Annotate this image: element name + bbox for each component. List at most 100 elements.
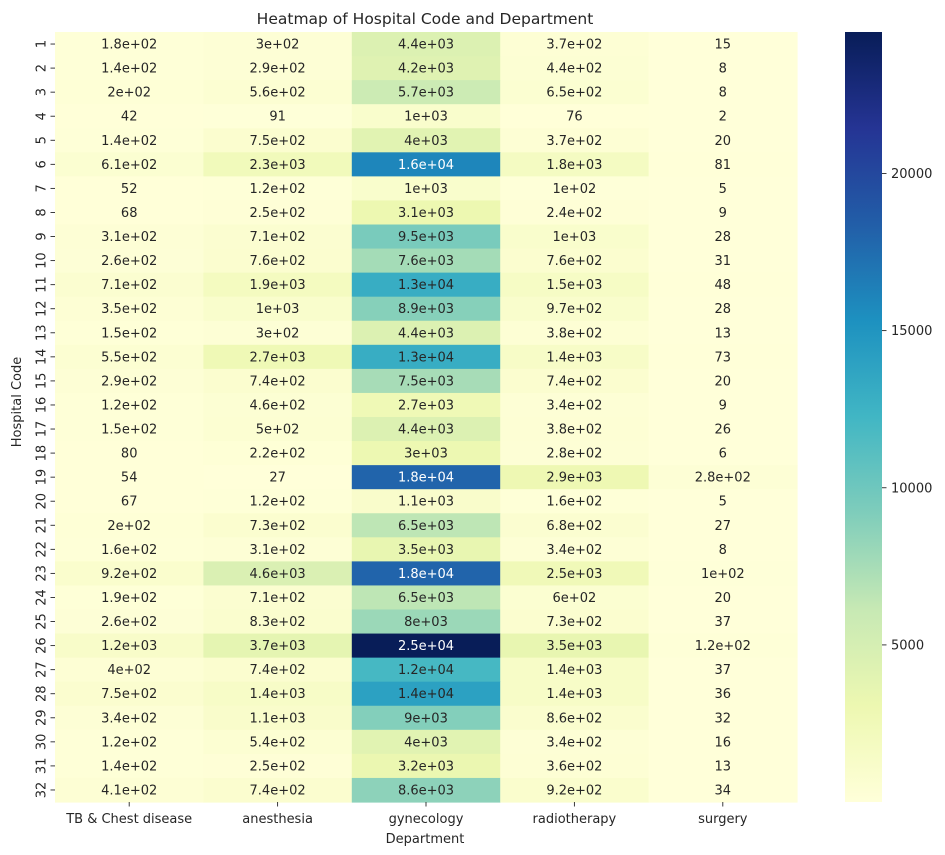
cell-annotation: 1.4e+03 (546, 687, 602, 702)
heatmap-cell (500, 320, 650, 346)
y-tick-label: 9 (35, 232, 50, 240)
heatmap-cell (351, 681, 501, 707)
heatmap-cell (500, 441, 650, 466)
cell-annotation: 6 (719, 447, 727, 462)
heatmap-cell (203, 729, 353, 755)
heatmap-cell (203, 176, 353, 202)
cell-annotation: 1e+03 (404, 110, 448, 125)
cell-annotation: 8.9e+03 (398, 302, 454, 317)
cell-annotation: 8 (719, 62, 727, 77)
heatmap-cell (203, 681, 353, 707)
cell-annotation: 42 (121, 110, 138, 125)
cell-annotation: 8.3e+02 (250, 615, 306, 630)
cell-annotation: 81 (715, 158, 732, 173)
cell-annotation: 76 (566, 110, 583, 125)
heatmap-cell (500, 633, 650, 659)
heatmap-cell (648, 441, 798, 466)
heatmap-cell (55, 176, 204, 202)
cell-annotation: 6.5e+03 (398, 519, 454, 534)
cell-annotation: 3.5e+03 (546, 639, 602, 654)
cell-annotation: 6.5e+03 (398, 591, 454, 606)
heatmap-cell (203, 80, 353, 105)
cell-annotation: 13 (715, 759, 732, 774)
y-tick-label: 24 (35, 589, 50, 606)
heatmap-cell (351, 705, 501, 731)
cell-annotation: 9 (719, 398, 727, 413)
cell-annotation: 1e+03 (553, 230, 597, 245)
cell-annotation: 9.5e+03 (398, 230, 454, 245)
cell-annotation: 2.9e+03 (546, 471, 602, 486)
heatmap-cell (648, 561, 798, 587)
cell-annotation: 6e+02 (553, 591, 597, 606)
cell-annotation: 4.6e+02 (250, 398, 306, 413)
cell-annotation: 2.6e+02 (101, 254, 157, 269)
heatmap-cell (55, 705, 204, 731)
heatmap-cell (500, 513, 650, 538)
heatmap-cell (648, 585, 798, 611)
heatmap-cell (648, 56, 798, 81)
heatmap-cell (203, 441, 353, 466)
cell-annotation: 3.1e+03 (398, 206, 454, 221)
cell-annotation: 7.5e+02 (101, 687, 157, 702)
heatmap-cell (351, 368, 501, 394)
heatmap-cell (351, 80, 501, 105)
cell-annotation: 3.4e+02 (101, 711, 157, 726)
cell-annotation: 3e+03 (404, 447, 448, 462)
heatmap-cell (55, 296, 204, 322)
cell-annotation: 9 (719, 206, 727, 221)
cell-annotation: 4e+03 (404, 735, 448, 750)
cell-annotation: 7.1e+02 (250, 230, 306, 245)
heatmap-cell (203, 320, 353, 346)
cell-annotation: 8.6e+02 (546, 711, 602, 726)
heatmap-cell (648, 633, 798, 659)
cell-annotation: 1e+03 (404, 182, 448, 197)
cell-annotation: 34 (715, 783, 732, 798)
heatmap-cell (203, 777, 353, 803)
cell-annotation: 2.5e+02 (250, 759, 306, 774)
cell-annotation: 2e+02 (107, 519, 151, 534)
cell-annotation: 2.5e+02 (250, 206, 306, 221)
x-tick-label: gynecology (389, 812, 464, 827)
heatmap-cell (55, 248, 204, 274)
heatmap-cell (351, 320, 501, 346)
heatmap-cell (203, 56, 353, 81)
cell-annotation: 3e+02 (256, 326, 300, 341)
cell-annotation: 1.2e+02 (101, 735, 157, 750)
heatmap-cell (351, 224, 501, 250)
cell-annotation: 1.3e+04 (398, 350, 454, 365)
heatmap-cell (351, 465, 501, 490)
cell-annotation: 26 (715, 423, 732, 438)
y-tick-label: 23 (35, 565, 50, 582)
cell-annotation: 1.4e+02 (101, 62, 157, 77)
cell-annotation: 3.4e+02 (546, 735, 602, 750)
cell-annotation: 3.5e+02 (101, 302, 157, 317)
heatmap-cell (500, 729, 650, 755)
heatmap-cell (55, 729, 204, 755)
cell-annotation: 4e+02 (107, 663, 151, 678)
heatmap-cell (55, 152, 204, 177)
cell-annotation: 2e+02 (107, 86, 151, 101)
heatmap-cell (55, 513, 204, 538)
heatmap-cell (55, 392, 204, 418)
cell-annotation: 80 (121, 447, 138, 462)
colorbar: 5000 10000 15000 20000 (845, 32, 932, 802)
cell-annotation: 7.3e+02 (546, 615, 602, 630)
y-tick-label: 3 (35, 88, 50, 96)
heatmap-cell (648, 320, 798, 346)
cell-annotation: 2.3e+03 (250, 158, 306, 173)
heatmap-cell (648, 176, 798, 202)
heatmap-cell (648, 513, 798, 538)
x-tick-label: TB & Chest disease (65, 812, 192, 827)
heatmap-cell (648, 224, 798, 250)
cell-annotation: 20 (715, 374, 732, 389)
cell-annotation: 3.2e+03 (398, 759, 454, 774)
heatmap-cell (203, 368, 353, 394)
colorbar-tick-label: 20000 (891, 167, 932, 182)
cell-annotation: 2 (719, 110, 727, 125)
cell-annotation: 7.1e+02 (250, 591, 306, 606)
cell-annotation: 9e+03 (404, 711, 448, 726)
heatmap-cell (203, 513, 353, 538)
heatmap-cell (351, 32, 501, 57)
heatmap-cell (648, 753, 798, 779)
colorbar-tick-label: 10000 (891, 481, 932, 496)
